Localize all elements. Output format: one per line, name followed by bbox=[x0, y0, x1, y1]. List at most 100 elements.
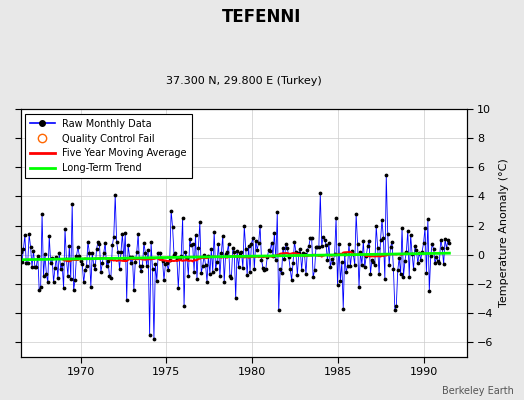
Point bbox=[234, 264, 243, 270]
Point bbox=[270, 229, 279, 236]
Point bbox=[244, 242, 253, 249]
Point bbox=[323, 257, 332, 263]
Point bbox=[58, 260, 67, 267]
Point bbox=[395, 255, 403, 261]
Point bbox=[370, 262, 379, 268]
Point bbox=[125, 254, 134, 260]
Point bbox=[415, 249, 423, 256]
Point bbox=[333, 282, 342, 288]
Point bbox=[65, 243, 73, 249]
Point bbox=[71, 277, 79, 283]
Point bbox=[53, 274, 62, 281]
Point bbox=[242, 246, 250, 252]
Point bbox=[276, 266, 285, 273]
Point bbox=[296, 246, 304, 252]
Point bbox=[19, 246, 28, 252]
Point bbox=[351, 262, 359, 268]
Point bbox=[222, 250, 230, 257]
Point bbox=[375, 271, 383, 278]
Point bbox=[436, 236, 445, 243]
Point bbox=[86, 284, 95, 290]
Point bbox=[412, 247, 421, 254]
Point bbox=[213, 259, 221, 265]
Point bbox=[189, 241, 197, 248]
Point bbox=[391, 307, 399, 313]
Point bbox=[148, 266, 157, 272]
Point bbox=[207, 246, 215, 252]
Point bbox=[176, 254, 184, 261]
Point bbox=[67, 275, 75, 282]
Point bbox=[259, 265, 267, 271]
Point bbox=[293, 272, 301, 279]
Point bbox=[275, 307, 283, 313]
Point bbox=[98, 260, 106, 267]
Point bbox=[206, 271, 214, 277]
Point bbox=[41, 251, 49, 258]
Point bbox=[226, 273, 234, 280]
Point bbox=[223, 249, 231, 256]
Point bbox=[118, 230, 127, 237]
Point bbox=[378, 217, 386, 224]
Point bbox=[379, 234, 388, 241]
Point bbox=[179, 214, 187, 221]
Point bbox=[190, 268, 198, 275]
Point bbox=[402, 248, 410, 255]
Point bbox=[69, 287, 78, 294]
Point bbox=[294, 250, 303, 256]
Point bbox=[432, 254, 441, 260]
Point bbox=[361, 264, 369, 270]
Point bbox=[92, 246, 101, 252]
Point bbox=[209, 268, 217, 275]
Point bbox=[124, 242, 133, 248]
Point bbox=[20, 232, 29, 238]
Point bbox=[42, 271, 50, 277]
Point bbox=[247, 240, 256, 247]
Point bbox=[257, 257, 266, 263]
Point bbox=[326, 264, 334, 270]
Point bbox=[441, 236, 449, 242]
Point bbox=[285, 254, 293, 260]
Point bbox=[269, 252, 277, 259]
Point bbox=[88, 250, 96, 257]
Point bbox=[228, 245, 237, 251]
Point bbox=[78, 260, 86, 267]
Point bbox=[158, 258, 167, 264]
Point bbox=[261, 266, 270, 272]
Point bbox=[359, 238, 367, 244]
Point bbox=[427, 253, 435, 259]
Point bbox=[47, 260, 55, 266]
Point bbox=[444, 237, 452, 243]
Point bbox=[341, 250, 349, 257]
Point bbox=[201, 262, 210, 268]
Point bbox=[236, 250, 244, 256]
Legend: Raw Monthly Data, Quality Control Fail, Five Year Moving Average, Long-Term Tren: Raw Monthly Data, Quality Control Fail, … bbox=[26, 114, 192, 178]
Point bbox=[24, 260, 32, 266]
Point bbox=[409, 266, 418, 273]
Point bbox=[431, 260, 439, 266]
Point bbox=[144, 246, 152, 253]
Point bbox=[184, 273, 192, 279]
Point bbox=[101, 240, 110, 246]
Point bbox=[413, 260, 422, 266]
Point bbox=[435, 260, 443, 266]
Point bbox=[329, 260, 337, 266]
Point bbox=[25, 231, 34, 238]
Point bbox=[59, 285, 68, 291]
Point bbox=[55, 250, 63, 256]
Point bbox=[114, 249, 122, 256]
Point bbox=[220, 279, 228, 286]
Point bbox=[193, 276, 201, 283]
Point bbox=[187, 242, 195, 248]
Point bbox=[129, 287, 138, 293]
Point bbox=[81, 267, 89, 274]
Point bbox=[157, 254, 165, 261]
Point bbox=[302, 270, 310, 277]
Point bbox=[309, 274, 318, 280]
Point bbox=[335, 241, 343, 247]
Point bbox=[95, 240, 104, 247]
Point bbox=[384, 231, 392, 237]
Point bbox=[37, 284, 45, 290]
Point bbox=[123, 297, 131, 303]
Point bbox=[422, 270, 431, 276]
Point bbox=[131, 258, 139, 265]
